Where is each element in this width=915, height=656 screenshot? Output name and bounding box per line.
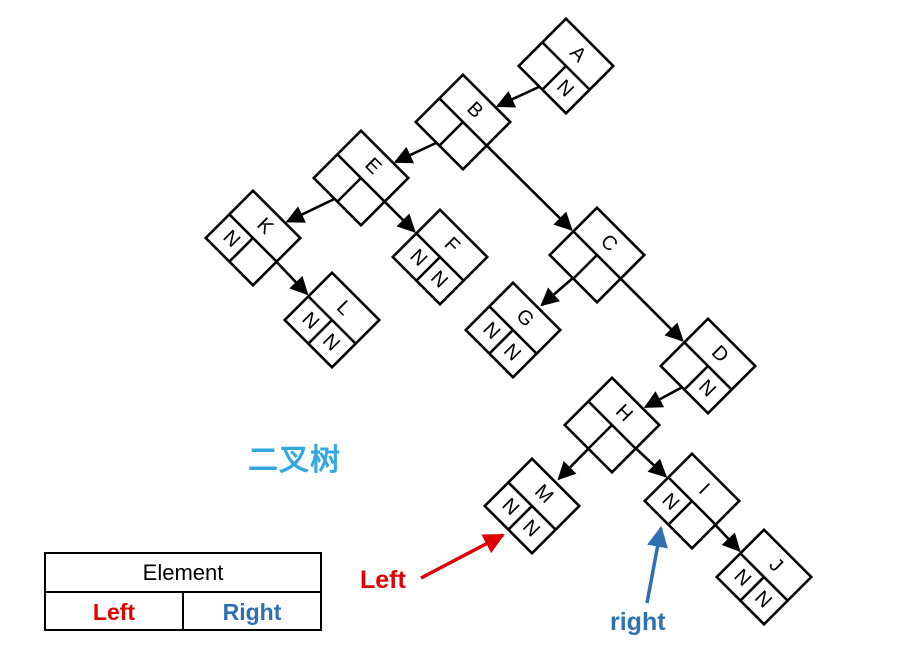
node-pointer-divider xyxy=(739,576,765,602)
tree-node-e: E xyxy=(311,128,411,228)
node-pointer-divider xyxy=(572,254,598,280)
tree-node-f: FNN xyxy=(390,207,490,307)
tree-node-i: IN xyxy=(642,451,742,551)
left-callout-label: Left xyxy=(360,566,406,594)
callout-arrows xyxy=(420,525,668,604)
tree-node-k: KN xyxy=(203,188,303,288)
node-pointer-divider xyxy=(667,500,693,526)
right-callout-label: right xyxy=(610,608,666,636)
tree-node-m: MNN xyxy=(482,456,582,556)
legend-box: Element Left Right xyxy=(44,552,322,631)
legend-bottom-row: Left Right xyxy=(46,593,320,631)
page-title: 二叉树 xyxy=(248,443,341,478)
legend-right-label: Right xyxy=(222,598,282,625)
left-callout-arrow xyxy=(420,533,505,580)
node-pointer-divider xyxy=(228,237,254,263)
tree-node-g: GNN xyxy=(463,280,563,380)
node-pointer-divider xyxy=(415,256,441,282)
legend-element-label: Element xyxy=(46,554,320,593)
tree-node-d: DN xyxy=(658,316,758,416)
right-callout-arrow xyxy=(645,525,668,604)
tree-node-a: AN xyxy=(516,16,616,116)
tree-node-l: LNN xyxy=(282,270,382,370)
edge-b-c xyxy=(477,136,573,231)
tree-node-b: B xyxy=(413,72,513,172)
node-pointer-divider xyxy=(438,121,464,147)
node-pointer-divider xyxy=(488,329,514,355)
tree-node-h: H xyxy=(562,375,662,475)
node-pointer-divider xyxy=(336,177,362,203)
node-pointer-divider xyxy=(683,365,709,391)
edge-c-d xyxy=(611,269,684,342)
legend-left-label: Left xyxy=(46,593,184,631)
tree-node-j: JNN xyxy=(714,527,814,627)
node-pointer-divider xyxy=(541,65,567,91)
tree-node-c: C xyxy=(547,205,647,305)
node-pointer-divider xyxy=(507,505,533,531)
node-pointer-divider xyxy=(307,319,333,345)
node-pointer-divider xyxy=(587,424,613,450)
